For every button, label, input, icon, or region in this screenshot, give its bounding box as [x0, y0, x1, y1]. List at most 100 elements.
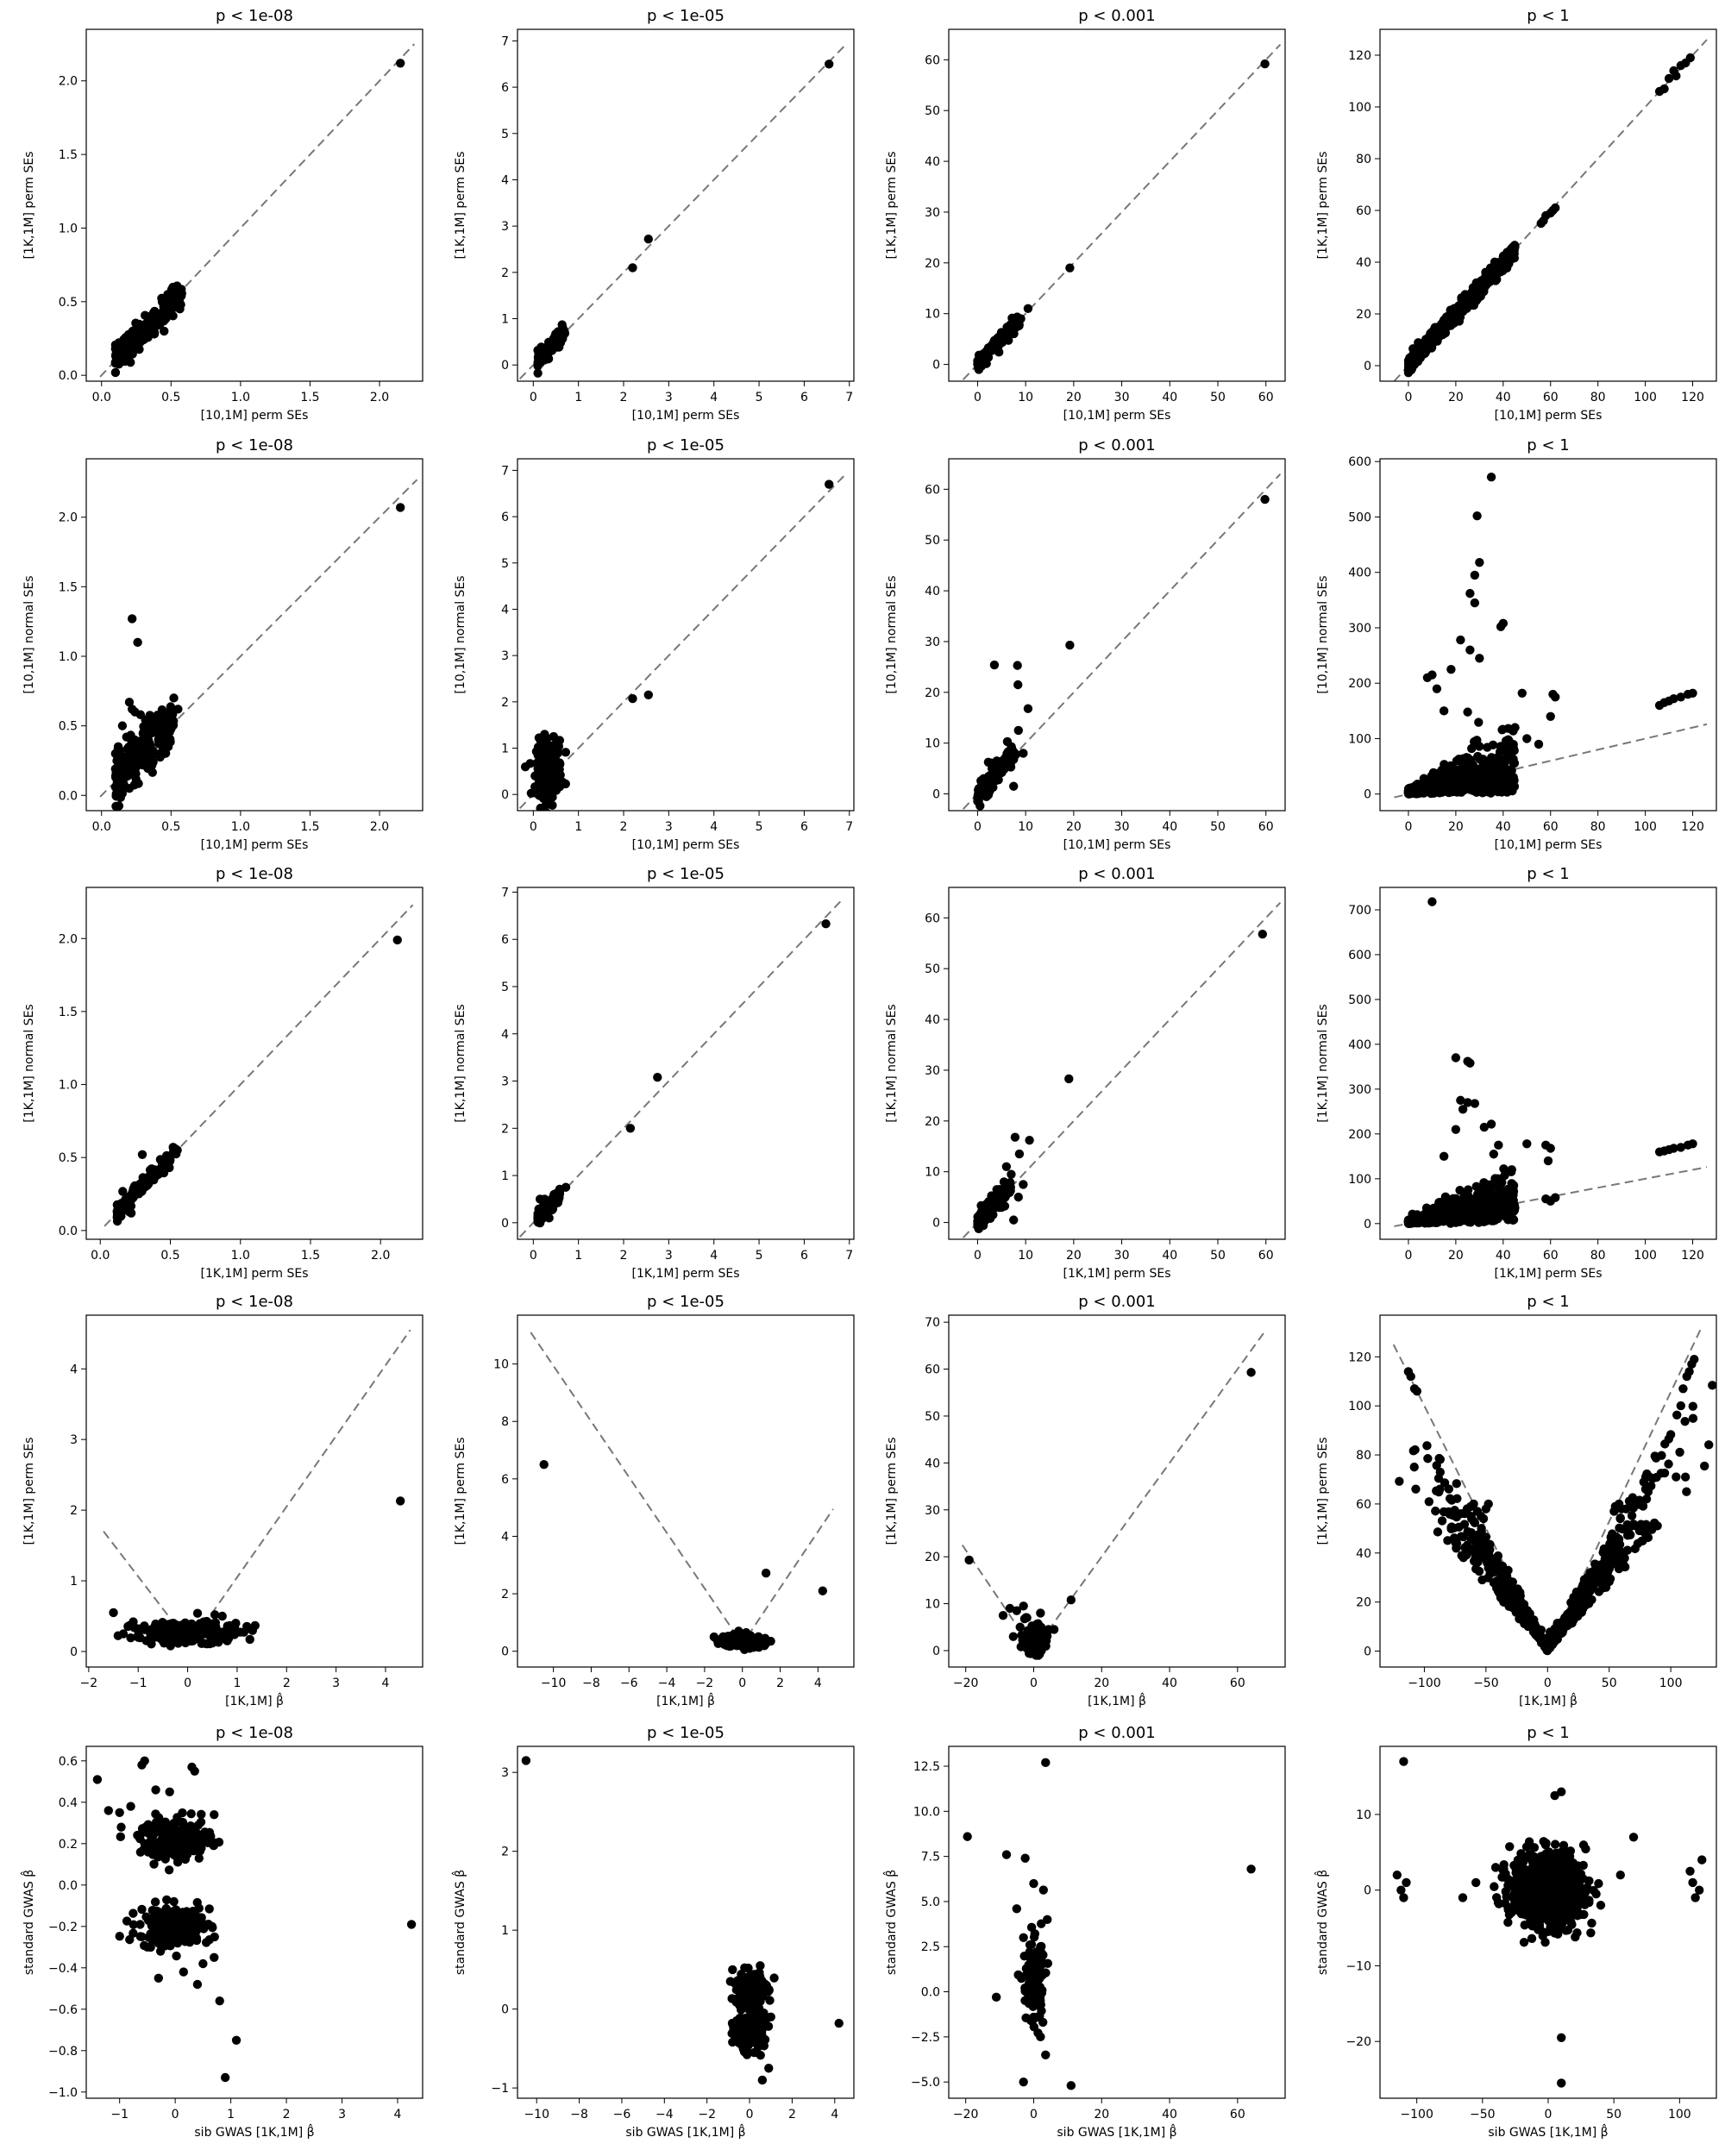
data-point — [1470, 774, 1480, 784]
data-point — [392, 935, 402, 945]
y-tick-label: 80 — [1356, 153, 1371, 166]
x-axis-label: [10,1M] perm SEs — [1063, 838, 1171, 852]
data-point — [1680, 1416, 1690, 1426]
data-point — [169, 693, 179, 703]
data-point — [734, 1626, 743, 1636]
y-tick-label: 2.0 — [59, 511, 78, 525]
data-point — [138, 728, 148, 737]
panel-title: p < 1e-08 — [216, 436, 293, 454]
x-tick-label: −10 — [541, 1677, 567, 1690]
data-point — [129, 1617, 138, 1626]
x-axis-label: [1K,1M] perm SEs — [1494, 1267, 1602, 1281]
x-tick-label: 100 — [1659, 1677, 1683, 1690]
x-tick-label: 80 — [1590, 1249, 1606, 1263]
data-point — [1011, 749, 1021, 759]
data-point — [117, 350, 128, 360]
data-point — [122, 732, 131, 742]
x-tick-label: 80 — [1590, 820, 1606, 834]
data-point — [1522, 1139, 1532, 1149]
panel-title: p < 1e-08 — [216, 7, 293, 25]
y-axis-label: [1K,1M] normal SEs — [454, 1004, 467, 1122]
y-tick-label: 10 — [493, 1358, 509, 1372]
x-tick-label: 1 — [233, 1677, 241, 1690]
y-tick-label: 1.5 — [59, 148, 78, 162]
data-point — [1477, 1188, 1487, 1198]
data-point — [1258, 929, 1268, 939]
y-tick-label: 4 — [501, 173, 509, 187]
data-point — [1012, 1606, 1021, 1615]
data-point — [1434, 1213, 1444, 1222]
x-tick-label: 4 — [710, 820, 718, 834]
panel-title: p < 0.001 — [1078, 436, 1155, 454]
data-point — [152, 309, 162, 318]
x-tick-label: −2 — [696, 1677, 714, 1690]
y-tick-label: 100 — [1348, 101, 1371, 115]
panel-r1-c4: p < 10 20 40 60 80 100 120020406080100120[10,1… — [1316, 7, 1717, 423]
data-point — [1023, 704, 1033, 713]
x-tick-label: 0.5 — [160, 1249, 179, 1263]
y-tick-label: 60 — [925, 1363, 940, 1377]
y-tick-label: 1 — [501, 1169, 509, 1183]
x-tick-label: 0 — [738, 1677, 746, 1690]
data-point — [1676, 1143, 1686, 1152]
data-point — [1005, 1603, 1015, 1614]
y-tick-label: 40 — [1356, 1547, 1371, 1561]
y-tick-label: 7 — [501, 34, 509, 48]
data-point — [1065, 263, 1075, 273]
x-tick-label: 60 — [1543, 1249, 1559, 1263]
data-point — [1019, 1636, 1028, 1645]
data-point — [1467, 743, 1477, 754]
y-tick-label: 3 — [501, 220, 509, 234]
data-point — [146, 742, 155, 751]
data-point — [109, 1608, 118, 1618]
x-tick-label: 10 — [1018, 391, 1033, 404]
data-point — [1485, 1190, 1496, 1200]
reference-line — [103, 1329, 411, 1646]
y-tick-label: 6 — [501, 933, 509, 947]
y-tick-label: 80 — [1356, 1449, 1371, 1463]
x-axis-label: [1K,1M] perm SEs — [1063, 1267, 1170, 1281]
data-point — [192, 1608, 203, 1618]
data-point — [825, 60, 834, 69]
data-point — [123, 1196, 133, 1206]
panel-r4-c3: p < 0.001−20 0 20 40 60010203040506070[1K,1M… — [885, 1293, 1286, 1708]
data-point — [1487, 1214, 1496, 1224]
panel-title: p < 1e-08 — [216, 865, 293, 883]
plot-frame — [1379, 887, 1717, 1240]
x-axis-label: [1K,1M] β̂ — [1519, 1692, 1578, 1708]
data-point — [1490, 276, 1501, 285]
data-point — [1659, 84, 1669, 94]
y-tick-label: 0.5 — [59, 720, 78, 734]
data-point — [245, 1634, 254, 1645]
panel-title: p < 1e-05 — [647, 865, 724, 883]
data-point — [1496, 742, 1505, 751]
data-point — [1509, 774, 1518, 783]
data-point — [1505, 750, 1515, 760]
x-axis-label: [1K,1M] β̂ — [225, 1692, 284, 1708]
data-point — [540, 1194, 549, 1204]
data-point — [1001, 1190, 1011, 1200]
x-tick-label: 5 — [756, 1249, 763, 1263]
data-point — [172, 1631, 182, 1641]
data-point — [1675, 1447, 1684, 1457]
x-tick-label: −6 — [620, 1677, 638, 1690]
data-point — [141, 1636, 151, 1645]
x-tick-label: 7 — [845, 391, 853, 404]
data-point — [653, 1072, 662, 1082]
data-point — [1461, 304, 1471, 313]
data-point — [185, 1629, 195, 1639]
data-point — [163, 742, 173, 752]
panel-title: p < 0.001 — [1078, 1293, 1155, 1311]
data-point — [1013, 725, 1023, 736]
data-point — [1522, 734, 1532, 743]
data-point — [987, 763, 997, 774]
data-point — [1443, 1210, 1452, 1219]
y-tick-label: 7 — [501, 464, 509, 478]
y-tick-label: 600 — [1348, 455, 1371, 469]
plot-area — [99, 43, 416, 378]
y-tick-label: 7 — [501, 886, 509, 899]
data-point — [544, 1213, 554, 1223]
y-tick-label: 60 — [925, 483, 940, 497]
data-point — [166, 290, 176, 299]
